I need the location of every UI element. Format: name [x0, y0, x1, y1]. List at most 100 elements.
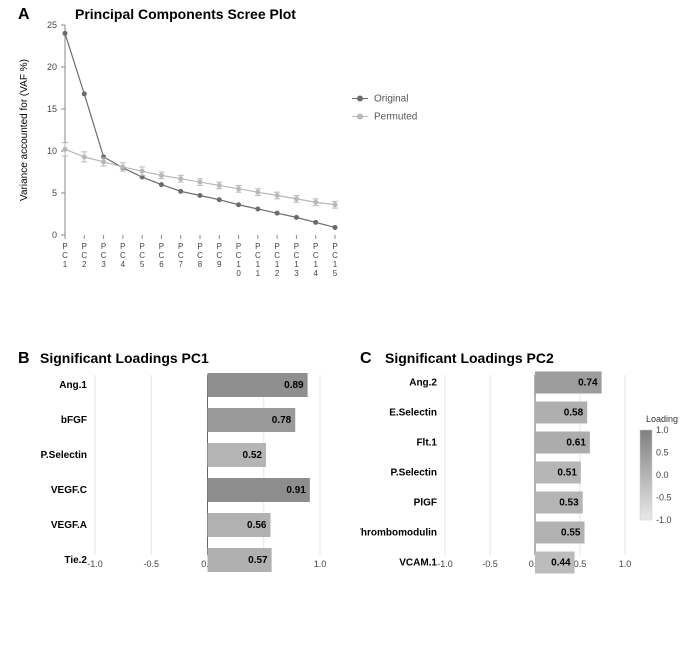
svg-text:0.5: 0.5	[574, 559, 587, 569]
svg-text:Flt.1: Flt.1	[416, 438, 437, 449]
svg-text:P: P	[139, 242, 144, 251]
svg-text:0.55: 0.55	[561, 528, 581, 539]
svg-text:9: 9	[217, 260, 222, 269]
svg-text:6: 6	[159, 260, 164, 269]
svg-text:1: 1	[313, 260, 318, 269]
svg-text:0.78: 0.78	[272, 415, 292, 426]
svg-text:5: 5	[140, 260, 145, 269]
svg-text:P: P	[120, 242, 125, 251]
svg-text:C: C	[178, 251, 184, 260]
svg-text:C: C	[313, 251, 319, 260]
svg-text:C: C	[62, 251, 68, 260]
svg-text:0.56: 0.56	[247, 520, 267, 531]
svg-text:P: P	[332, 242, 337, 251]
svg-text:0.74: 0.74	[578, 378, 598, 389]
svg-text:bFGF: bFGF	[61, 415, 87, 426]
svg-text:P: P	[62, 242, 67, 251]
svg-text:P: P	[159, 242, 164, 251]
svg-text:-0.5: -0.5	[656, 493, 672, 503]
svg-text:VEGF.C: VEGF.C	[51, 485, 87, 496]
svg-text:C: C	[159, 251, 165, 260]
svg-text:2: 2	[275, 269, 280, 278]
svg-text:P: P	[197, 242, 202, 251]
loadings-pc2-chart: -1.0 -0.5 0.0 0.5 1.0 Ang.2 0.74 E.Selectin 0.58…	[360, 345, 700, 645]
svg-text:1.0: 1.0	[314, 559, 327, 569]
svg-text:-0.5: -0.5	[143, 559, 159, 569]
svg-text:-0.5: -0.5	[482, 559, 498, 569]
svg-text:3: 3	[294, 269, 299, 278]
svg-text:C: C	[81, 251, 87, 260]
svg-text:0.61: 0.61	[566, 438, 586, 449]
svg-text:0.53: 0.53	[559, 498, 579, 509]
svg-text:E.Selectin: E.Selectin	[389, 408, 437, 419]
svg-text:0.89: 0.89	[284, 380, 304, 391]
svg-text:1: 1	[256, 269, 261, 278]
svg-text:C: C	[255, 251, 261, 260]
svg-text:-1.0: -1.0	[437, 559, 453, 569]
svg-text:C: C	[274, 251, 280, 260]
svg-text:1: 1	[333, 260, 338, 269]
svg-text:Variance accounted for (VAF %): Variance accounted for (VAF %)	[19, 59, 30, 201]
svg-text:P: P	[101, 242, 106, 251]
svg-text:0: 0	[236, 269, 241, 278]
svg-text:C: C	[139, 251, 145, 260]
svg-text:1: 1	[256, 260, 261, 269]
svg-text:0.52: 0.52	[243, 450, 263, 461]
svg-text:C: C	[101, 251, 107, 260]
svg-text:7: 7	[178, 260, 183, 269]
svg-text:VCAM.1: VCAM.1	[399, 558, 437, 569]
svg-text:Tie.2: Tie.2	[64, 555, 87, 566]
svg-text:0.91: 0.91	[286, 485, 306, 496]
svg-text:5: 5	[333, 269, 338, 278]
svg-text:25: 25	[47, 20, 57, 30]
svg-text:4: 4	[313, 269, 318, 278]
svg-text:10: 10	[47, 146, 57, 156]
svg-text:Ang.1: Ang.1	[59, 380, 87, 391]
svg-text:Thrombomodulin: Thrombomodulin	[360, 528, 437, 539]
svg-text:P: P	[255, 242, 260, 251]
svg-text:0.58: 0.58	[564, 408, 584, 419]
svg-text:P: P	[178, 242, 183, 251]
svg-text:0.5: 0.5	[656, 448, 669, 458]
svg-text:P: P	[217, 242, 222, 251]
svg-text:Original: Original	[374, 94, 408, 105]
svg-text:P: P	[313, 242, 318, 251]
svg-text:3: 3	[101, 260, 106, 269]
svg-text:C: C	[216, 251, 222, 260]
loadings-pc1-chart: -1.0-0.50.00.51.0Ang.10.89bFGF0.78P.Sele…	[0, 345, 360, 645]
svg-text:C: C	[294, 251, 300, 260]
svg-text:1: 1	[294, 260, 299, 269]
svg-text:1: 1	[63, 260, 68, 269]
svg-text:C: C	[120, 251, 126, 260]
svg-text:1: 1	[275, 260, 280, 269]
svg-text:2: 2	[82, 260, 87, 269]
svg-text:-1.0: -1.0	[87, 559, 103, 569]
svg-text:P: P	[236, 242, 241, 251]
svg-text:-1.0: -1.0	[656, 515, 672, 525]
svg-text:8: 8	[198, 260, 203, 269]
svg-text:0.57: 0.57	[248, 555, 268, 566]
svg-text:P: P	[274, 242, 279, 251]
svg-text:P: P	[82, 242, 87, 251]
svg-text:C: C	[197, 251, 203, 260]
svg-text:P.Selectin: P.Selectin	[390, 468, 437, 479]
svg-text:C: C	[236, 251, 242, 260]
svg-text:VEGF.A: VEGF.A	[51, 520, 87, 531]
scree-plot: 0510152025Variance accounted for (VAF %)…	[0, 0, 700, 300]
svg-text:4: 4	[121, 260, 126, 269]
svg-text:15: 15	[47, 104, 57, 114]
svg-text:1: 1	[236, 260, 241, 269]
svg-text:0.0: 0.0	[656, 470, 669, 480]
svg-text:0: 0	[52, 230, 57, 240]
svg-text:5: 5	[52, 188, 57, 198]
svg-text:Loading: Loading	[646, 414, 678, 424]
svg-text:20: 20	[47, 62, 57, 72]
svg-text:Permuted: Permuted	[374, 112, 417, 123]
svg-text:PlGF: PlGF	[414, 498, 437, 509]
svg-text:C: C	[332, 251, 338, 260]
svg-text:Ang.2: Ang.2	[409, 378, 437, 389]
svg-text:1.0: 1.0	[656, 425, 669, 435]
svg-text:P: P	[294, 242, 299, 251]
svg-text:P.Selectin: P.Selectin	[40, 450, 87, 461]
svg-text:0.44: 0.44	[551, 558, 571, 569]
